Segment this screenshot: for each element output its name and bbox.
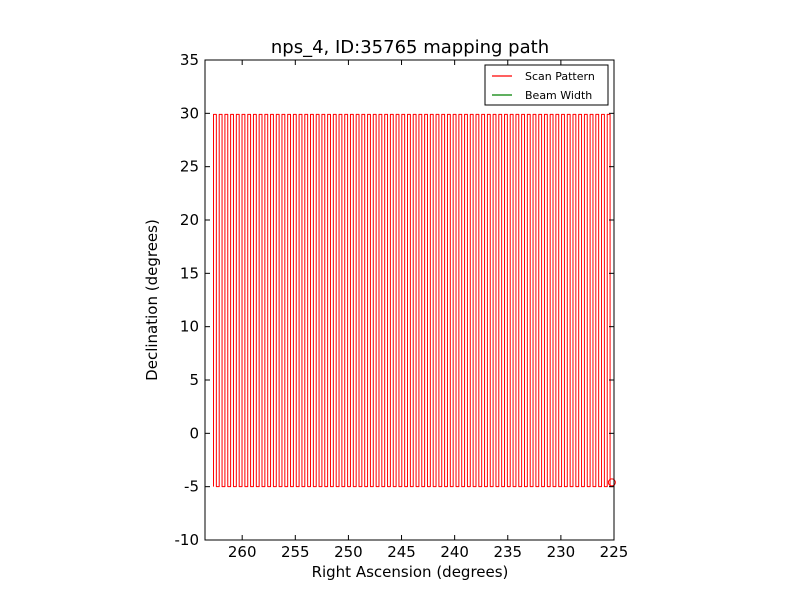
series-layer [213,113,613,488]
plot-frame [204,59,615,541]
y-tick-label: 35 [180,51,199,69]
legend-box [484,64,609,106]
y-tick-label: 15 [180,264,199,282]
legend-label-beam-width: Beam Width [525,89,592,102]
x-tick-label: 250 [334,543,363,561]
y-tick-label: 20 [180,211,199,229]
y-axis: -10 -5 0 5 10 15 20 25 30 35 [175,51,614,549]
x-tick-label: 225 [600,543,629,561]
legend-label-scan-pattern: Scan Pattern [525,70,595,83]
x-tick-label: 260 [228,543,257,561]
y-tick-label: -10 [175,531,200,549]
y-tick-label: 10 [180,318,199,336]
y-tick-label: -5 [184,478,199,496]
x-tick-label: 245 [387,543,416,561]
x-tick-label: 255 [281,543,310,561]
x-tick-label: 230 [547,543,576,561]
y-tick-label: 5 [189,371,199,389]
x-axis: 260 255 250 245 240 235 230 225 [228,60,628,561]
x-tick-label: 235 [493,543,522,561]
y-tick-label: 30 [180,104,199,122]
legend: Scan Pattern Beam Width [484,64,609,106]
y-tick-label: 0 [189,424,199,442]
end-point-marker [607,478,616,487]
chart-title: nps_4, ID:35765 mapping path [271,37,549,58]
x-tick-label: 240 [440,543,469,561]
y-tick-label: 25 [180,158,199,176]
marker-layer [607,478,616,487]
x-axis-title: Right Ascension (degrees) [312,563,509,581]
y-axis-title: Declination (degrees) [143,219,161,381]
scan-pattern-line [213,113,613,488]
